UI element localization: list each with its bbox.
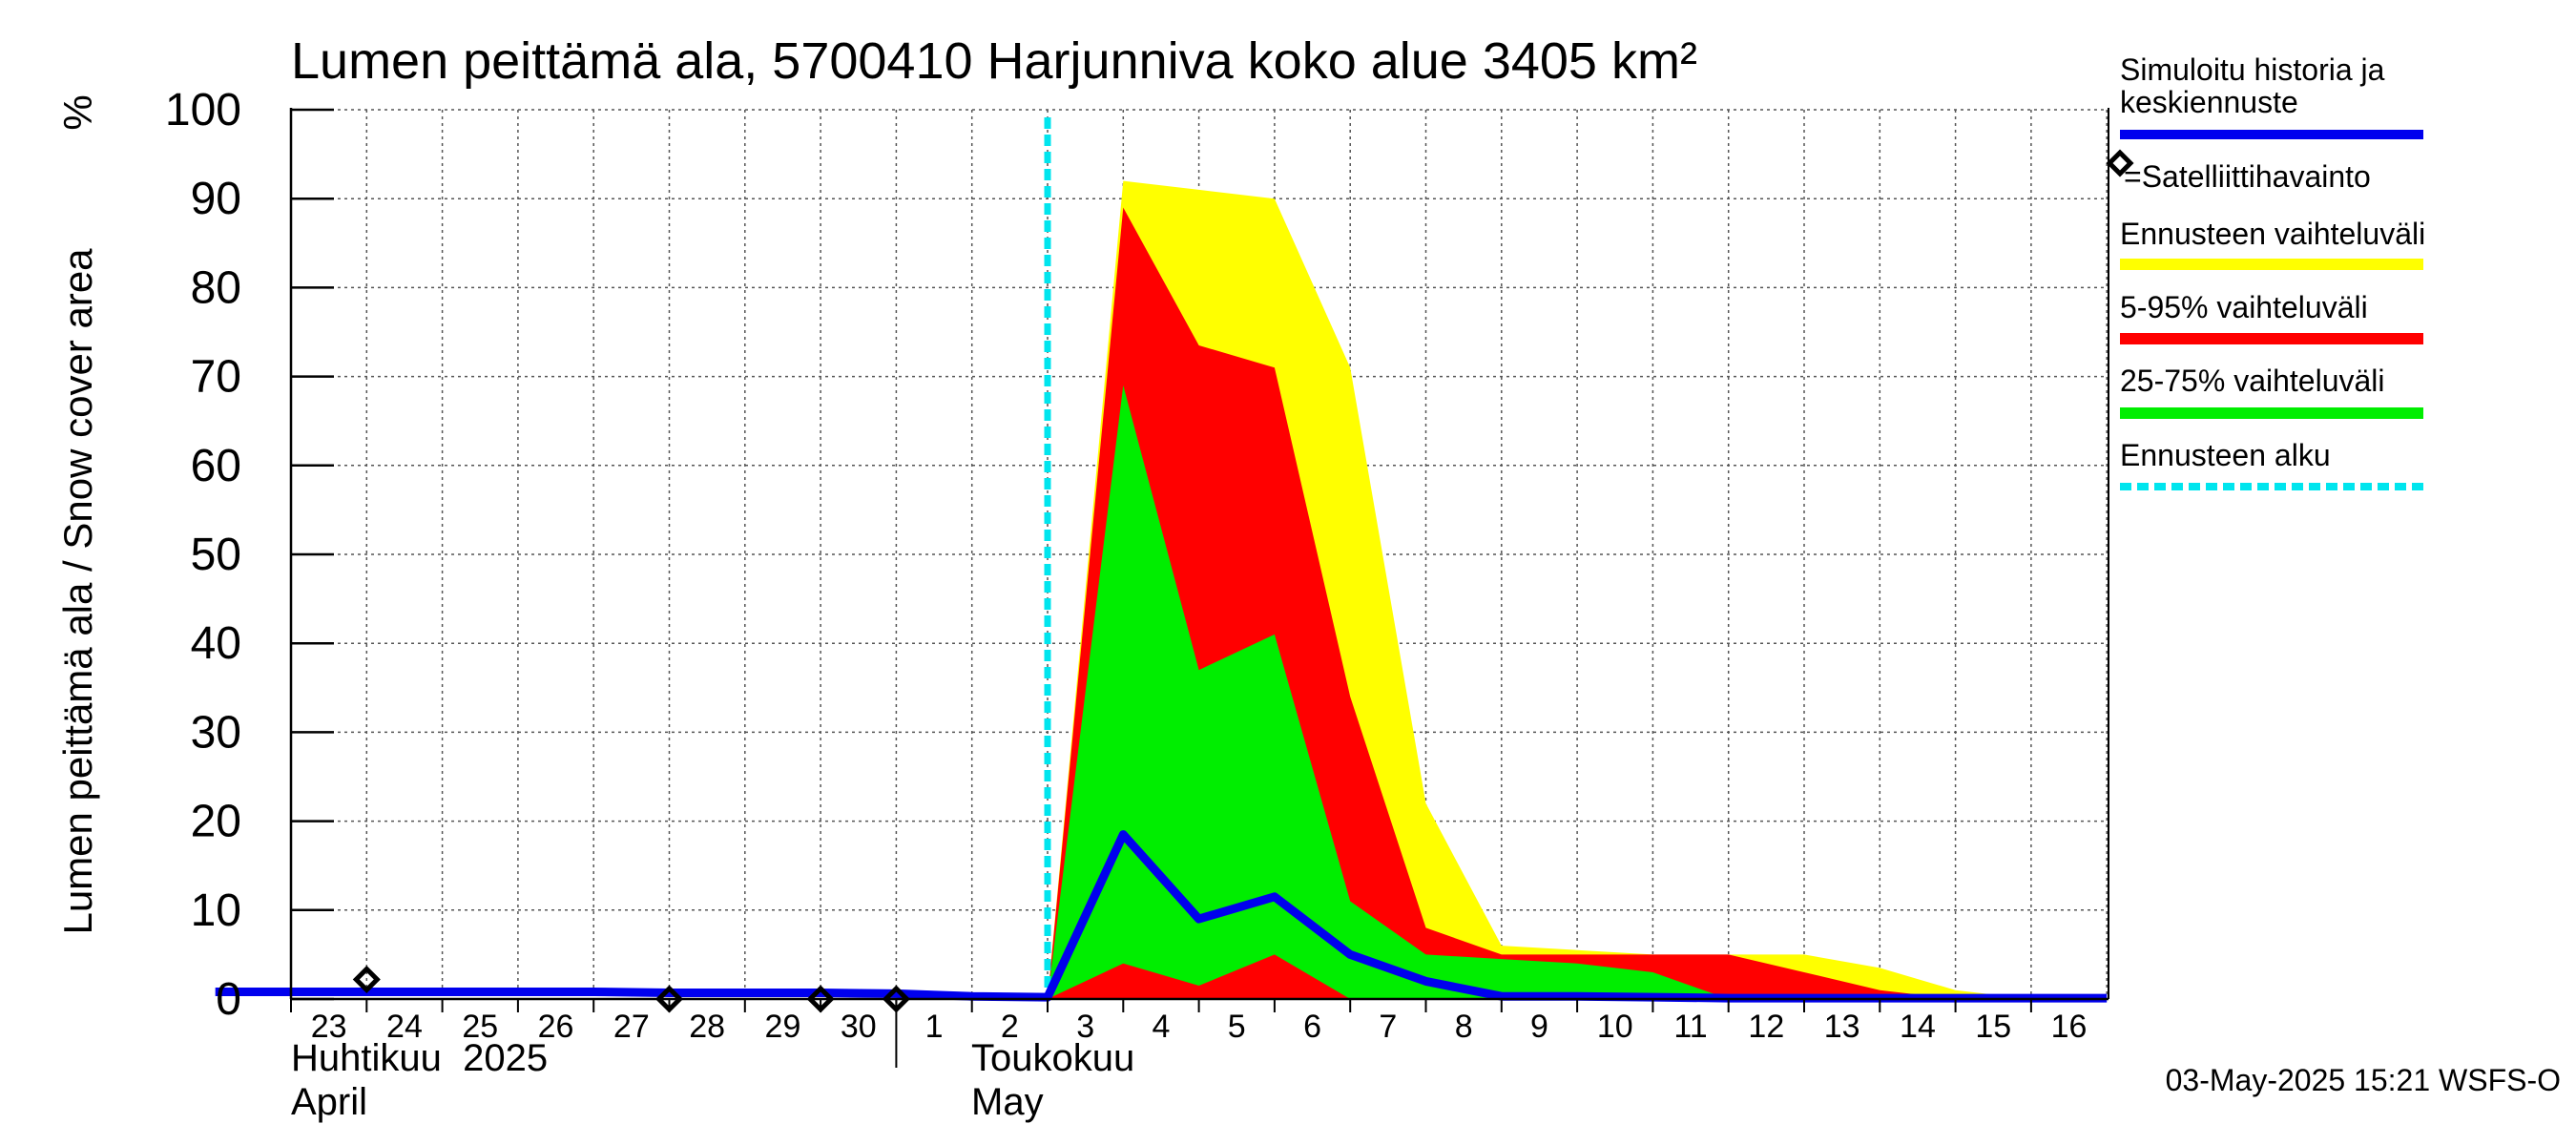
y-tick-label-80: 80: [191, 262, 241, 313]
y-tick-label-20: 20: [191, 797, 241, 847]
y-tick-label-10: 10: [191, 885, 241, 936]
y-tick-label-100: 100: [165, 85, 241, 135]
x-tick-label-11: 11: [1673, 1009, 1707, 1045]
y-tick-label-60: 60: [191, 441, 241, 491]
y-axis-label: Lumen peittämä ala / Snow cover area: [55, 248, 100, 935]
x-tick-label-15: 15: [1975, 1009, 2011, 1045]
legend-label-mean-text: Simuloitu historia ja: [2120, 52, 2385, 87]
legend-label-5-95: 5-95% vaihteluväli: [2120, 290, 2368, 324]
x-tick-label-4: 4: [1152, 1009, 1170, 1045]
y-tick-label-70: 70: [191, 352, 241, 403]
month-label-may-en: May: [971, 1081, 1044, 1123]
x-tick-label-27: 27: [613, 1009, 650, 1045]
x-tick-label-2: 2: [1001, 1009, 1019, 1045]
legend-label-mean: Simuloitu historia ja keskiennuste: [2120, 52, 2393, 119]
plot-area: [215, 109, 2109, 1013]
legend-label-forecast-start: Ennusteen alku: [2120, 438, 2331, 472]
x-tick-label-16: 16: [2051, 1009, 2088, 1045]
satellite-observation-0: [352, 965, 381, 994]
y-tick-label-90: 90: [191, 174, 241, 224]
x-tick-label-25: 25: [462, 1009, 498, 1045]
chart-title: Lumen peittämä ala, 5700410 Harjunniva k…: [291, 32, 1697, 90]
x-tick-label-14: 14: [1900, 1009, 1936, 1045]
y-tick-label-40: 40: [191, 618, 241, 669]
x-tick-label-13: 13: [1824, 1009, 1860, 1045]
x-tick-label-5: 5: [1228, 1009, 1246, 1045]
y-tick-label-30: 30: [191, 707, 241, 758]
x-tick-label-1: 1: [925, 1009, 944, 1045]
month-label-may-fi: Toukokuu: [971, 1037, 1134, 1079]
x-tick-label-7: 7: [1379, 1009, 1397, 1045]
x-tick-label-9: 9: [1530, 1009, 1548, 1045]
x-tick-label-28: 28: [689, 1009, 725, 1045]
month-label-april-en: April: [291, 1081, 367, 1123]
legend-mark-satellite: [2106, 149, 2134, 177]
x-tick-label-10: 10: [1597, 1009, 1633, 1045]
y-tick-label-50: 50: [191, 530, 241, 580]
legend-label-mean-line2: keskiennuste: [2120, 85, 2298, 119]
band-25-75: [1048, 385, 2108, 999]
x-tick-label-24: 24: [386, 1009, 423, 1045]
x-tick-label-6: 6: [1303, 1009, 1321, 1045]
footer-timestamp: 03-May-2025 15:21 WSFS-O: [2166, 1063, 2561, 1097]
legend-label-full-range: Ennusteen vaihteluväli: [2120, 217, 2425, 251]
y-axis-unit: %: [55, 94, 100, 130]
x-tick-label-8: 8: [1455, 1009, 1473, 1045]
legend-label-satellite: =Satelliittihavainto: [2124, 159, 2371, 194]
legend-marks: [2106, 130, 2423, 490]
x-tick-label-3: 3: [1076, 1009, 1094, 1045]
legend-label-25-75: 25-75% vaihteluväli: [2120, 364, 2385, 398]
x-tick-label-29: 29: [765, 1009, 801, 1045]
y-tick-label-0: 0: [216, 974, 241, 1025]
x-tick-label-23: 23: [311, 1009, 347, 1045]
x-tick-label-30: 30: [841, 1009, 877, 1045]
x-tick-label-26: 26: [538, 1009, 574, 1045]
month-label-april-fi: Huhtikuu 2025: [291, 1037, 548, 1079]
legend: Simuloitu historia ja keskiennuste =Sate…: [2106, 52, 2425, 490]
x-tick-label-12: 12: [1748, 1009, 1784, 1045]
